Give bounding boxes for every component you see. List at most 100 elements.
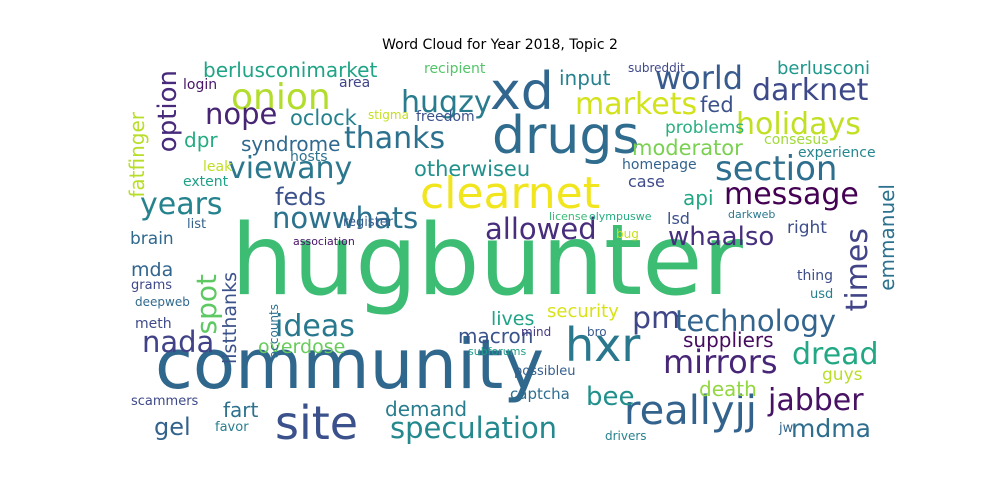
- word-area: area: [339, 75, 371, 91]
- word-bro: bro: [587, 325, 607, 339]
- word-jw: jw: [779, 421, 794, 436]
- word-register: register: [343, 215, 394, 230]
- word-mdma: mdma: [791, 414, 871, 443]
- word-feds: feds: [275, 183, 326, 211]
- word-deepweb: deepweb: [135, 295, 190, 309]
- word-community: community: [155, 325, 545, 405]
- word-oclock: oclock: [290, 106, 357, 130]
- word-leak: leak: [203, 159, 233, 175]
- word-darkweb: darkweb: [728, 208, 776, 221]
- word-captcha: captcha: [510, 385, 570, 403]
- word-death: death: [699, 377, 757, 401]
- word-section: section: [715, 149, 838, 189]
- word-dpr: dpr: [184, 128, 218, 152]
- word-bug: bug: [616, 227, 639, 241]
- word-hugbunter: hugbunter: [231, 204, 743, 318]
- word-security: security: [547, 301, 619, 322]
- word-viewany: viewany: [228, 151, 353, 186]
- word-suppliers: suppliers: [683, 328, 774, 352]
- word-overdose: overdose: [258, 336, 346, 358]
- word-onion: onion: [231, 77, 331, 118]
- word-fatfinger: fatfinger: [125, 112, 149, 198]
- word-brain: brain: [130, 229, 174, 249]
- word-reallyjj: reallyjj: [624, 388, 757, 434]
- word-stigma: stigma: [368, 108, 409, 122]
- word-dread: dread: [792, 337, 879, 372]
- word-hugzy: hugzy: [401, 85, 492, 120]
- word-message: message: [724, 177, 859, 212]
- word-markets: markets: [575, 87, 698, 122]
- word-lsd: lsd: [667, 209, 690, 228]
- word-subreddit: subreddit: [628, 61, 685, 75]
- word-mirrors: mirrors: [663, 343, 778, 381]
- word-xd: xd: [490, 62, 554, 122]
- word-mda: mda: [131, 259, 174, 281]
- word-right: right: [787, 218, 827, 238]
- word-darknet: darknet: [752, 73, 869, 108]
- word-berlusconi: berlusconi: [777, 60, 871, 79]
- word-drugs: drugs: [492, 106, 640, 166]
- word-nope: nope: [205, 97, 278, 131]
- word-berlusconimarket: berlusconimarket: [203, 60, 378, 82]
- word-consesus: consesus: [764, 132, 829, 148]
- word-api: api: [683, 186, 714, 210]
- word-hxr: hxr: [565, 318, 641, 372]
- word-holidays: holidays: [736, 107, 861, 142]
- word-association: association: [293, 235, 355, 248]
- word-thing: thing: [797, 268, 834, 284]
- word-nowwhats: nowwhats: [272, 201, 419, 235]
- word-emmanuel: emmanuel: [875, 184, 899, 291]
- word-pm: pm: [632, 301, 681, 336]
- word-extent: extent: [183, 174, 229, 190]
- word-speculation: speculation: [390, 411, 558, 445]
- word-license: license: [549, 210, 588, 223]
- word-option: option: [153, 70, 183, 153]
- word-listthanks: listthanks: [219, 272, 241, 364]
- word-site: site: [275, 396, 359, 450]
- word-fart: fart: [223, 398, 259, 422]
- word-input: input: [559, 66, 611, 90]
- word-otherwiseu: otherwiseu: [414, 157, 531, 181]
- word-macron: macron: [458, 324, 534, 348]
- word-problems: problems: [665, 118, 745, 138]
- word-homepage: homepage: [622, 157, 697, 173]
- word-cloud: hugbunter community drugs clearnet xd si…: [125, 60, 900, 450]
- word-bee: bee: [586, 382, 635, 412]
- word-fed: fed: [700, 93, 734, 117]
- word-mind: mind: [521, 325, 552, 339]
- word-ideas: ideas: [275, 309, 355, 344]
- word-case: case: [628, 172, 665, 191]
- word-technology: technology: [675, 304, 837, 338]
- word-demand: demand: [385, 397, 468, 421]
- word-allowed: allowed: [485, 212, 597, 246]
- word-drivers: drivers: [605, 429, 647, 443]
- word-clearnet: clearnet: [420, 168, 600, 219]
- word-grams: grams: [131, 278, 172, 293]
- word-thanks: thanks: [344, 121, 446, 156]
- word-jabber: jabber: [768, 383, 864, 418]
- word-list: list: [187, 217, 207, 232]
- word-world: world: [655, 60, 744, 97]
- word-meth: meth: [135, 316, 172, 332]
- word-spot: spot: [190, 274, 223, 335]
- word-syndrome: syndrome: [241, 132, 341, 156]
- word-scammers: scammers: [131, 394, 199, 409]
- word-recipient: recipient: [424, 61, 486, 77]
- word-hosts: hosts: [290, 149, 328, 165]
- word-login: login: [183, 77, 218, 93]
- word-favor: favor: [215, 420, 249, 435]
- word-whaalso: whaalso: [668, 222, 775, 252]
- chart-title: Word Cloud for Year 2018, Topic 2: [382, 37, 618, 53]
- word-lives: lives: [491, 308, 535, 330]
- word-olympuswe: olympuswe: [589, 210, 652, 223]
- word-nada: nada: [142, 325, 215, 359]
- word-years: years: [140, 187, 223, 222]
- word-experience: experience: [798, 145, 876, 161]
- word-times: times: [840, 228, 875, 312]
- word-possibleu: possibleu: [514, 364, 576, 379]
- word-subforums: subforums: [468, 345, 527, 358]
- word-usd: usd: [810, 287, 834, 302]
- word-accounts: accounts: [267, 304, 281, 359]
- word-gel: gel: [154, 413, 191, 441]
- word-moderator: moderator: [632, 136, 743, 160]
